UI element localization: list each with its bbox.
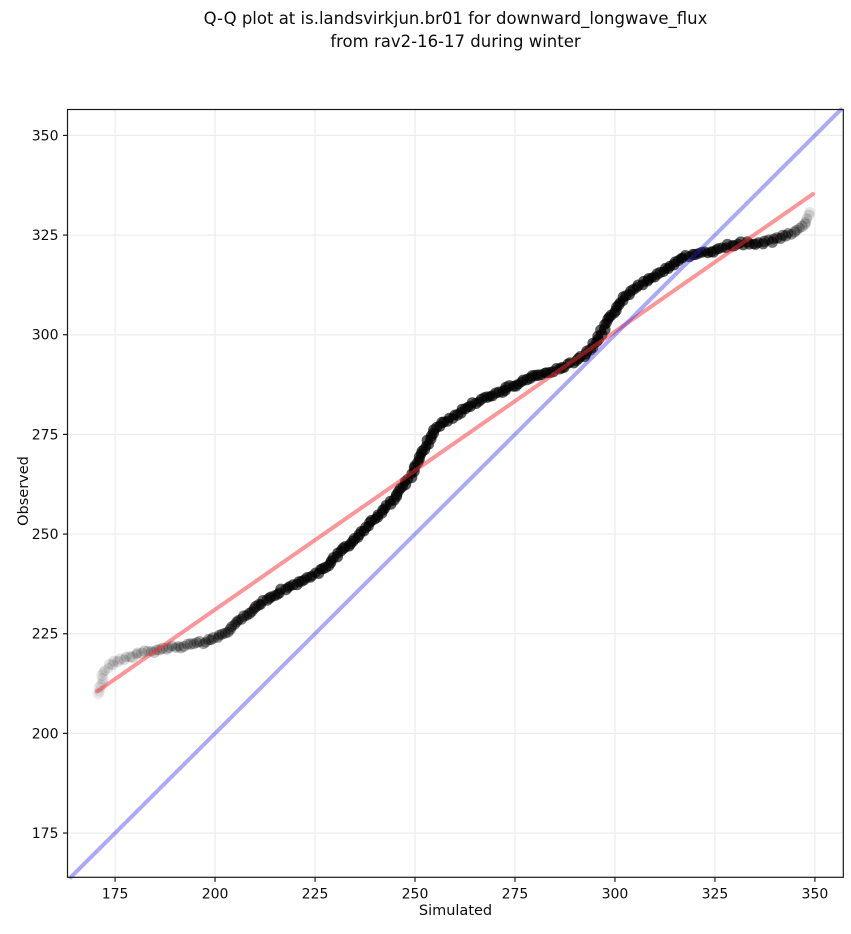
x-tick-label: 300 [602,886,629,902]
x-axis-label: Simulated [418,903,493,919]
qq-point [224,623,236,635]
plot-frame [66,108,844,878]
qq-point [782,228,794,239]
qq-point [126,651,139,663]
qq-point [114,653,126,665]
x-tick-label: 250 [402,886,429,902]
qq-point [800,216,812,228]
qq-point [108,655,120,667]
y-tick-label: 325 [32,228,59,244]
qq-point [191,637,203,649]
qq-point [198,638,209,650]
qq-point [135,647,148,659]
qq-point [774,232,787,244]
qq-point [213,629,225,641]
qq-point [173,641,184,652]
qq-point [796,220,808,232]
y-tick-label: 175 [32,826,59,842]
qq-point [132,647,143,659]
x-tick-label: 350 [802,886,829,902]
qq-point [205,634,217,646]
qq-point [175,642,187,654]
qq-point [182,638,193,650]
identity-line [68,107,843,880]
x-tick-label: 325 [702,886,729,902]
qq-point [118,654,130,666]
qq-point [222,626,234,638]
qq-point [202,633,215,646]
qq-point [98,667,109,678]
y-tick-label: 200 [32,726,59,742]
qq-point [130,649,142,660]
qq-point [188,638,200,650]
qq-point [799,218,811,230]
qq-point [200,636,212,648]
qq-point [786,229,797,240]
qq-point [219,627,231,639]
fit-line [95,192,815,694]
y-tick-label: 225 [32,627,59,643]
qq-point [212,632,224,643]
qq-point [120,651,132,663]
qq-point [791,224,803,236]
qq-point [804,206,815,218]
y-axis-label: Observed [16,456,32,526]
qq-point [96,669,108,682]
y-tick-label: 300 [32,328,59,344]
qq-point [97,673,109,685]
qq-point [794,222,805,234]
qq-point [184,638,197,650]
qq-point [104,658,116,670]
qq-point [124,651,136,663]
y-tick-label: 250 [32,527,59,543]
qq-point [107,659,119,671]
chart-title-line-1: Q-Q plot at is.landsvirkjun.br01 for dow… [203,9,708,28]
qq-point [103,662,114,674]
y-tick-label: 350 [32,128,59,144]
y-tick-label: 275 [32,427,59,443]
x-tick-label: 225 [302,886,329,902]
qq-point [99,665,111,676]
qq-point [780,230,792,242]
qq-scatter-points [92,206,815,700]
chart-title-line-2: from rav2-16-17 during winter [330,32,581,52]
qq-point [170,642,182,653]
qq-point [194,636,206,648]
qq-point [216,628,228,640]
qq-point [801,213,813,225]
qq-point [771,232,783,244]
x-tick-label: 200 [202,886,229,902]
qq-point [226,621,238,632]
qq-point [788,226,801,238]
x-tick-label: 275 [502,886,529,902]
qq-point [138,645,151,657]
qq-point [178,641,190,652]
chart-title: Q-Q plot at is.landsvirkjun.br01 for dow… [67,7,844,54]
qq-point [777,229,789,241]
qq-point [207,632,220,644]
qq-point [803,209,815,221]
x-tick-label: 175 [102,886,129,902]
qq-point [112,656,124,668]
